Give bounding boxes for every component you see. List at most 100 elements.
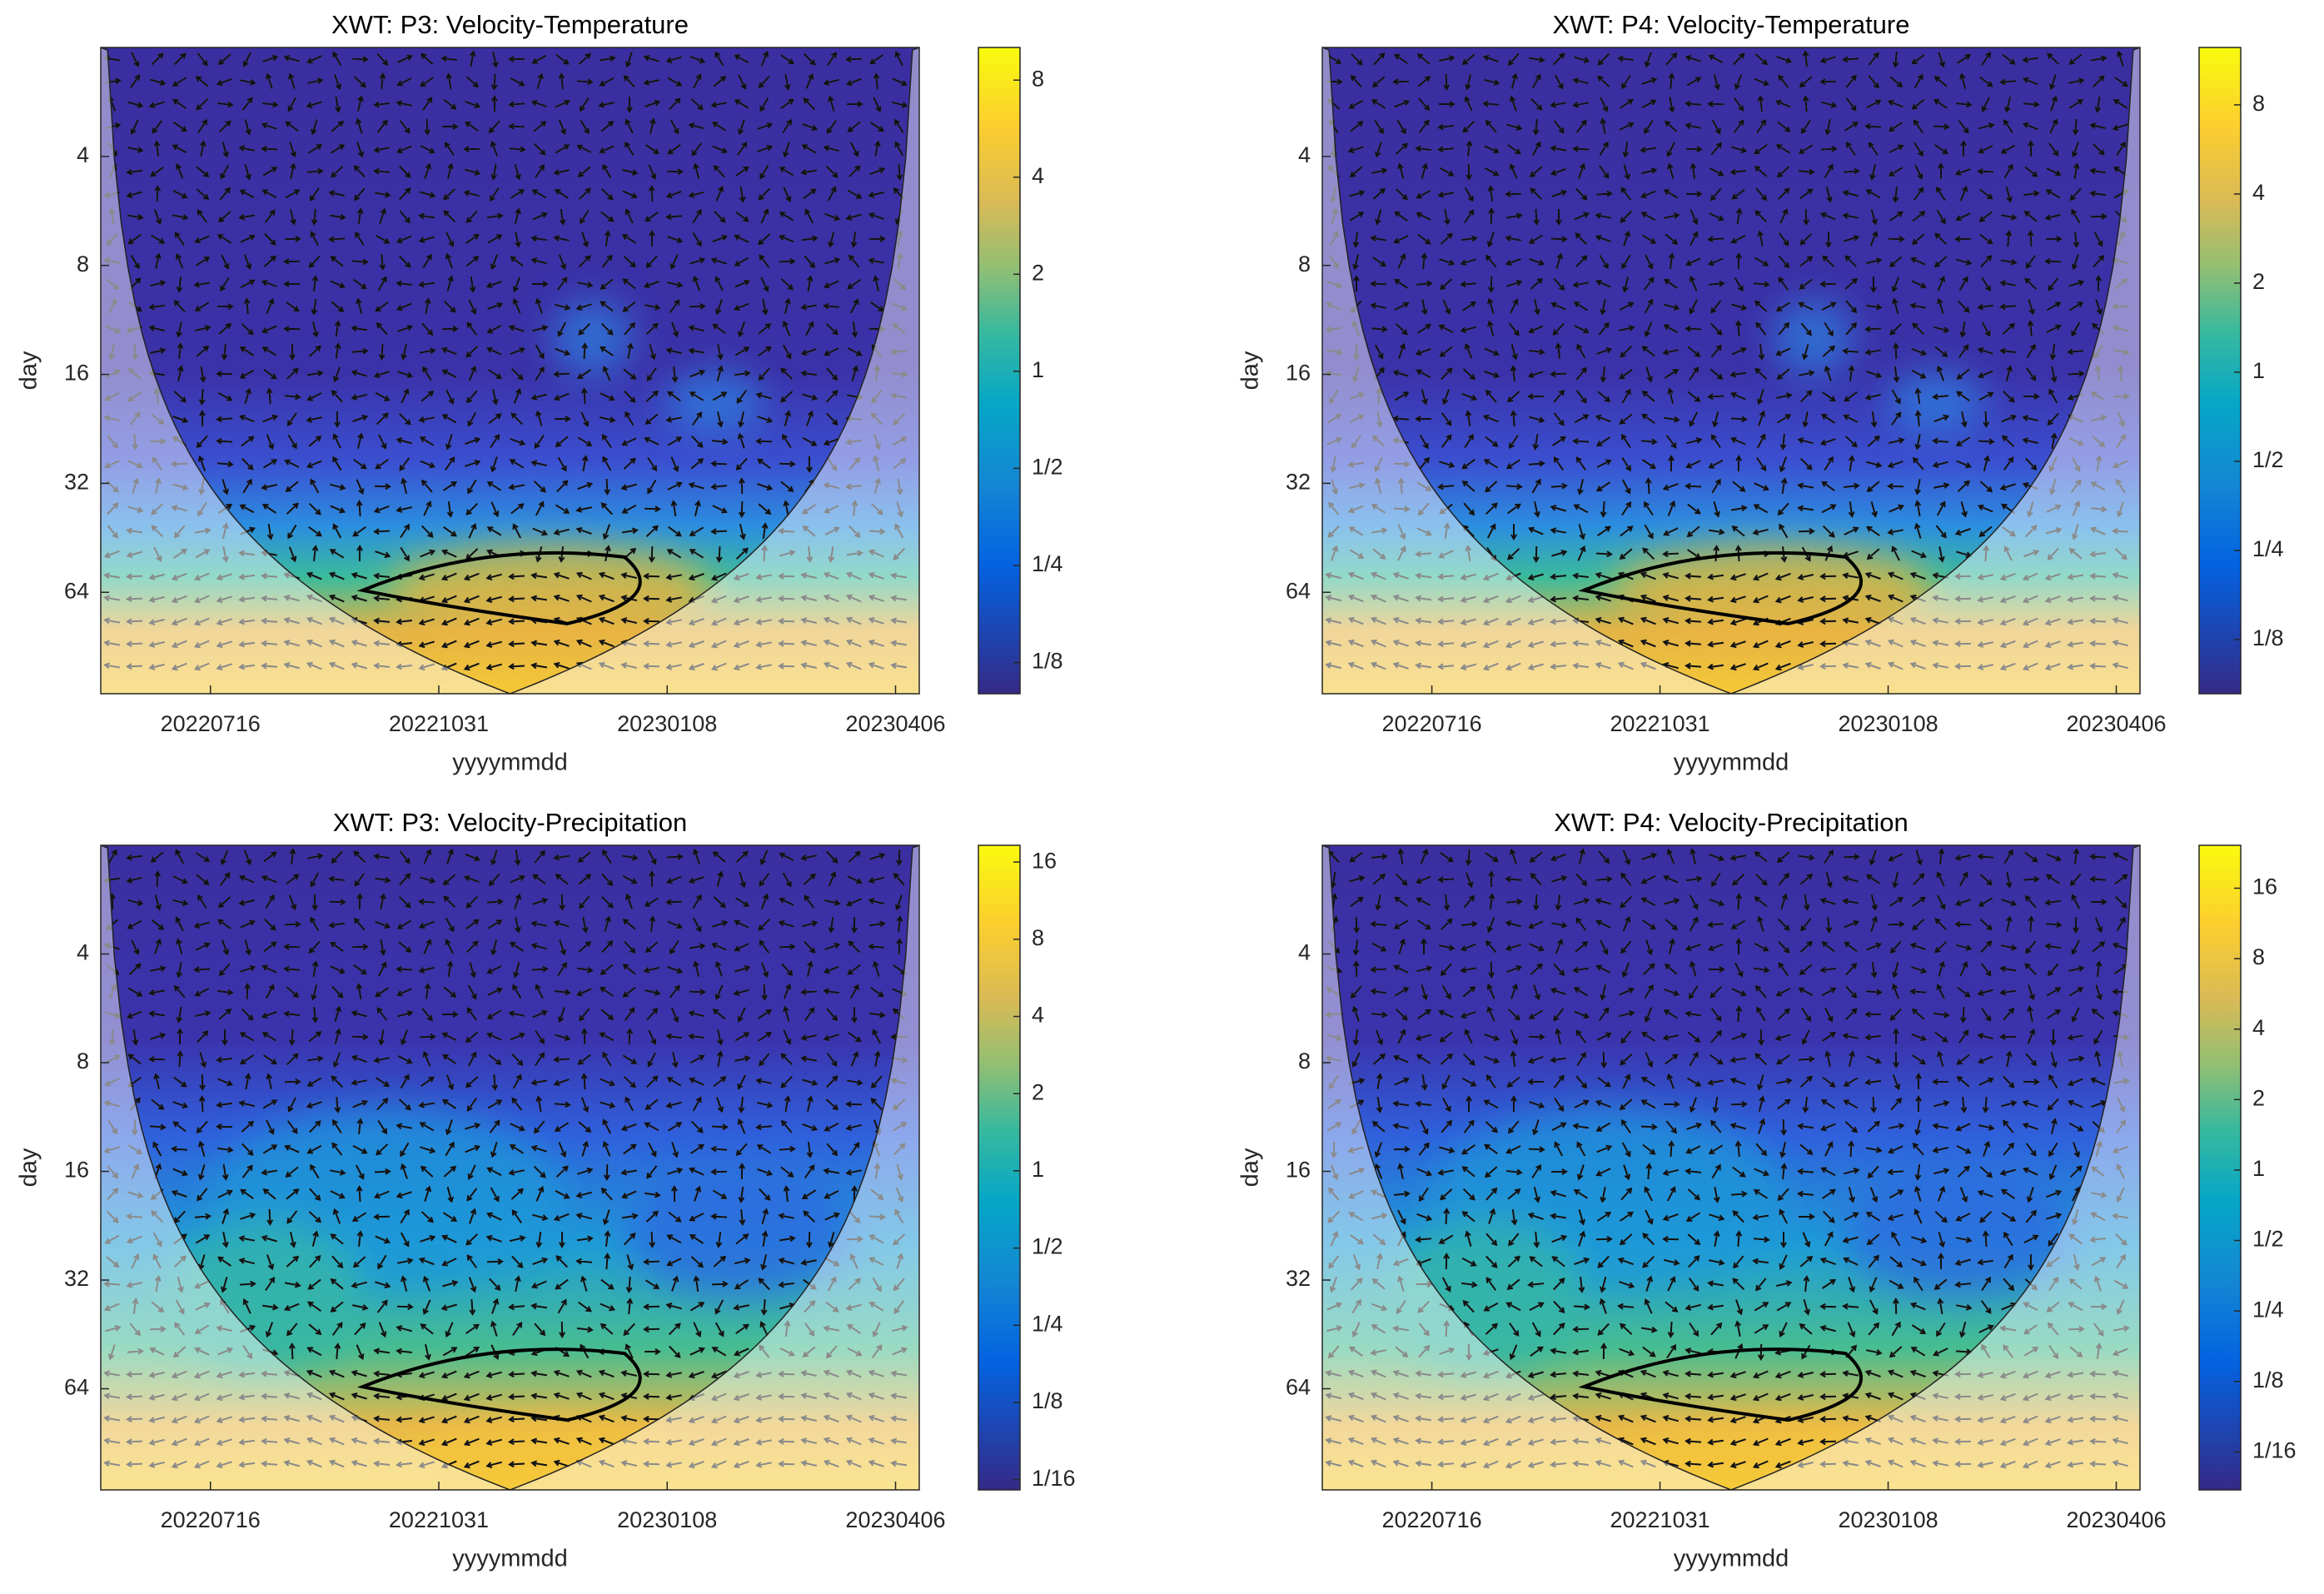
colorbar-tick-label: 8: [1032, 925, 1044, 950]
coi-shade: [101, 845, 919, 1490]
y-axis-label: day: [16, 1148, 42, 1187]
y-tick-label: 8: [77, 1049, 89, 1073]
coi-shade: [101, 47, 919, 694]
y-axis-label: day: [1237, 1148, 1264, 1187]
x-axis-label: yyyymmdd: [452, 750, 568, 776]
y-tick-label: 32: [1286, 1266, 1311, 1291]
y-tick-label: 4: [77, 142, 89, 167]
plot-frame: [100, 47, 920, 695]
colorbar: [2198, 844, 2242, 1491]
y-tick-label: 8: [1298, 252, 1311, 276]
phase-arrows-inside: [103, 50, 908, 671]
colorbar-tick-label: 1/16: [2252, 1437, 2297, 1462]
phase-arrows-inside: [103, 848, 908, 1469]
colorbar-tick-label: 1/8: [2252, 625, 2284, 650]
x-tick-label: 20221031: [1610, 1507, 1709, 1532]
y-tick-label: 8: [1298, 1049, 1311, 1073]
colorbar-tick-label: 4: [1032, 1003, 1044, 1028]
x-tick-label: 20220716: [1382, 711, 1482, 736]
y-tick-label: 4: [77, 940, 89, 965]
colorbar-tick-label: 1/8: [1032, 649, 1063, 674]
x-tick-label: 20230406: [2066, 1507, 2166, 1532]
power-blob: [1845, 1168, 2075, 1297]
power-blob: [665, 371, 764, 436]
significance-contour: [356, 1347, 642, 1422]
plot-frame: [100, 844, 920, 1491]
coi-shade: [1322, 845, 2140, 1490]
y-tick-label: 16: [1286, 361, 1311, 386]
y-tick-label: 16: [64, 361, 89, 386]
y-tick-label: 64: [1286, 1375, 1311, 1400]
colorbar-tick-label: 1/2: [2252, 1227, 2284, 1252]
chart-title: XWT: P4: Velocity-Precipitation: [1554, 808, 1908, 837]
significance-contour: [1578, 550, 1863, 625]
significance-contour: [356, 550, 642, 625]
colorbar-tick-label: 1/8: [1032, 1388, 1063, 1413]
chart-title: XWT: P3: Velocity-Temperature: [331, 10, 689, 39]
y-tick-label: 4: [1298, 940, 1311, 965]
colorbar-tick-label: 1/4: [1032, 551, 1063, 576]
colorbar: [978, 47, 1021, 695]
colorbar-tick-label: 1: [1032, 357, 1044, 382]
x-tick-label: 20230108: [1838, 1507, 1938, 1532]
plot-frame: [1321, 844, 2141, 1491]
x-tick-label: 20230406: [845, 711, 945, 736]
colorbar-tick-label: 1/2: [1032, 455, 1063, 480]
colorbar-tick-label: 1/2: [2252, 447, 2284, 472]
y-tick-label: 32: [64, 470, 89, 495]
colorbar-tick-label: 2: [1032, 1079, 1044, 1104]
colorbar-tick-label: 2: [1032, 260, 1044, 285]
colorbar-tick-label: 8: [1032, 66, 1044, 91]
y-tick-label: 32: [64, 1266, 89, 1291]
power-blob: [550, 299, 633, 377]
y-axis-label: day: [16, 351, 42, 390]
chart-title: XWT: P3: Velocity-Precipitation: [333, 808, 688, 837]
phase-arrows-inside: [1325, 848, 2130, 1469]
x-tick-label: 20221031: [389, 1507, 489, 1532]
colorbar-tick-label: 1: [2252, 1156, 2265, 1181]
colorbar-tick-label: 1/4: [2252, 536, 2284, 561]
colorbar-tick-label: 4: [2252, 180, 2265, 205]
y-tick-label: 16: [64, 1158, 89, 1183]
x-tick-label: 20220716: [1382, 1507, 1482, 1532]
colorbar-tick-label: 1: [2252, 358, 2265, 383]
colorbar-tick-label: 1: [1032, 1157, 1044, 1182]
colorbar-tick-label: 1/8: [2252, 1367, 2284, 1392]
x-tick-label: 20221031: [389, 711, 489, 736]
x-tick-label: 20230108: [617, 711, 717, 736]
coi-shade: [1322, 47, 2140, 694]
x-tick-label: 20230406: [845, 1507, 945, 1532]
x-tick-label: 20230406: [2066, 711, 2166, 736]
colorbar-tick-label: 4: [1032, 163, 1044, 188]
significance-contour: [1578, 1347, 1863, 1422]
colorbar-tick-label: 16: [1032, 848, 1057, 873]
x-tick-label: 20220716: [161, 1507, 261, 1532]
y-tick-label: 4: [1298, 142, 1311, 167]
power-blobs: [1387, 1109, 2075, 1490]
power-blob: [625, 1168, 854, 1297]
colorbar-tick-label: 1/4: [2252, 1297, 2284, 1322]
x-axis-label: yyyymmdd: [452, 1546, 568, 1572]
x-tick-label: 20230108: [617, 1507, 717, 1532]
colorbar-tick-label: 1/4: [1032, 1311, 1063, 1336]
phase-arrows-inside: [1325, 50, 2130, 671]
power-blob: [1772, 299, 1854, 377]
colorbar-tick-label: 1/16: [1032, 1466, 1076, 1491]
y-tick-label: 32: [1286, 470, 1311, 495]
x-tick-label: 20221031: [1610, 711, 1709, 736]
x-axis-label: yyyymmdd: [1674, 1546, 1789, 1572]
colorbar-tick-label: 8: [2252, 91, 2265, 116]
colorbar-tick-label: 8: [2252, 944, 2265, 969]
y-tick-label: 16: [1286, 1158, 1311, 1183]
y-tick-label: 8: [77, 252, 89, 276]
y-tick-label: 64: [64, 578, 89, 603]
plot-frame: [1321, 47, 2141, 695]
colorbar-tick-label: 4: [2252, 1015, 2265, 1040]
colorbar: [978, 844, 1021, 1491]
x-tick-label: 20220716: [161, 711, 261, 736]
y-axis-label: day: [1237, 351, 1264, 390]
power-blob: [1886, 371, 1985, 436]
x-axis-label: yyyymmdd: [1674, 750, 1789, 776]
colorbar-tick-label: 1/2: [1032, 1234, 1063, 1259]
